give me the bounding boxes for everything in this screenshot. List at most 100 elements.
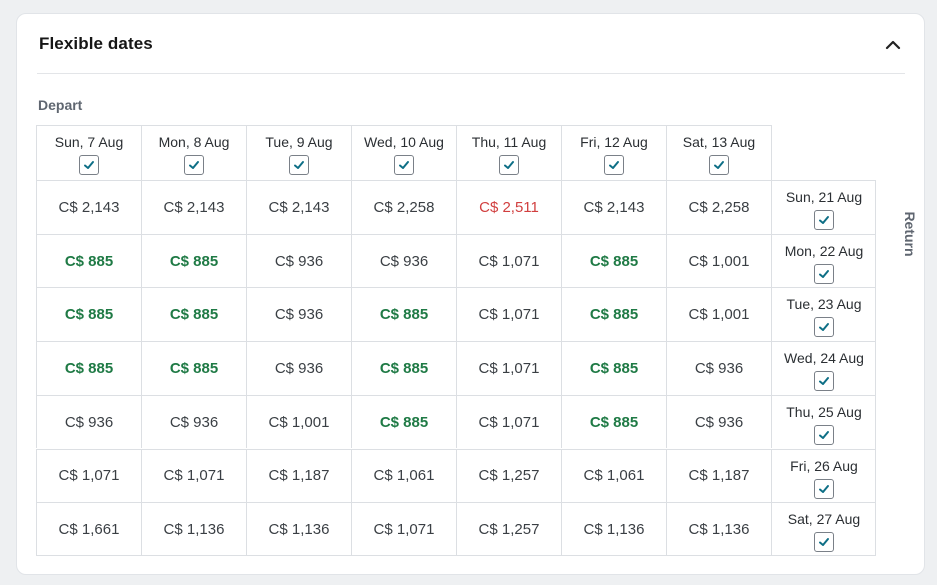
price-cell[interactable]: C$ 2,511 [456,180,561,234]
price-cell[interactable]: C$ 2,143 [246,180,351,234]
price-cell[interactable]: C$ 885 [561,394,666,449]
price-cell[interactable]: C$ 1,071 [456,341,561,395]
price-cell[interactable]: C$ 1,001 [666,287,771,342]
checkmark-icon [819,484,829,493]
price-cell[interactable]: C$ 1,187 [666,448,771,503]
depart-date-checkbox[interactable] [79,155,99,175]
price-cell[interactable]: C$ 936 [351,233,456,288]
price-cell[interactable]: C$ 885 [36,287,141,342]
depart-date-checkbox[interactable] [604,155,624,175]
depart-date-checkbox[interactable] [394,155,414,175]
depart-date-checkbox[interactable] [499,155,519,175]
depart-date-checkbox[interactable] [709,155,729,175]
return-date-label: Thu, 25 Aug [786,403,862,420]
collapse-button[interactable] [881,34,905,56]
return-date-label: Mon, 22 Aug [784,242,864,259]
return-date-header: Tue, 23 Aug [771,287,876,342]
checkmark-icon [609,161,619,169]
checkmark-icon [399,161,409,169]
return-date-header: Sun, 21 Aug [771,180,876,234]
price-cell[interactable]: C$ 1,071 [456,233,561,288]
return-date-header: Fri, 26 Aug [771,448,876,503]
grid-border [771,125,772,180]
return-date-checkbox[interactable] [814,210,834,230]
return-date-checkbox[interactable] [814,532,834,553]
depart-date-checkbox[interactable] [184,155,204,175]
price-cell[interactable]: C$ 885 [36,233,141,288]
depart-date-label: Mon, 8 Aug [158,134,230,150]
price-cell[interactable]: C$ 1,061 [561,448,666,503]
price-cell[interactable]: C$ 885 [351,287,456,342]
price-cell[interactable]: C$ 885 [351,394,456,449]
price-cell[interactable]: C$ 885 [141,341,246,395]
depart-label: Depart [38,97,83,113]
panel-title: Flexible dates [39,34,153,53]
price-cell[interactable]: C$ 2,143 [561,180,666,234]
price-cell[interactable]: C$ 936 [246,233,351,288]
grid-border [36,554,876,556]
price-cell[interactable]: C$ 1,071 [351,502,456,556]
price-cell[interactable]: C$ 2,258 [666,180,771,234]
depart-date-header: Fri, 12 Aug [561,125,666,180]
price-cell[interactable]: C$ 885 [351,341,456,395]
chevron-up-icon [885,40,901,50]
checkmark-icon [294,161,304,169]
price-cell[interactable]: C$ 1,001 [666,233,771,288]
depart-date-label: Tue, 9 Aug [265,134,333,150]
return-date-checkbox[interactable] [814,478,834,499]
return-date-label: Sun, 21 Aug [785,189,863,205]
depart-date-label: Sat, 13 Aug [682,134,756,150]
price-cell[interactable]: C$ 1,071 [456,394,561,449]
price-cell[interactable]: C$ 1,061 [351,448,456,503]
return-date-checkbox[interactable] [814,263,834,284]
price-cell[interactable]: C$ 1,071 [141,448,246,503]
return-date-label: Tue, 23 Aug [786,296,862,313]
checkmark-icon [714,161,724,169]
depart-date-header: Wed, 10 Aug [351,125,456,180]
depart-date-header: Mon, 8 Aug [141,125,246,180]
price-cell[interactable]: C$ 1,187 [246,448,351,503]
price-cell[interactable]: C$ 885 [561,287,666,342]
return-date-header: Thu, 25 Aug [771,394,876,449]
price-cell[interactable]: C$ 1,136 [561,502,666,556]
price-cell[interactable]: C$ 885 [36,341,141,395]
return-date-checkbox[interactable] [814,424,834,445]
price-cell[interactable]: C$ 2,258 [351,180,456,234]
price-cell[interactable]: C$ 1,136 [666,502,771,556]
price-cell[interactable]: C$ 1,001 [246,394,351,449]
price-cell[interactable]: C$ 936 [666,341,771,395]
price-cell[interactable]: C$ 936 [246,341,351,395]
price-cell[interactable]: C$ 936 [36,394,141,449]
price-grid: Sun, 7 Aug Mon, 8 Aug Tue, 9 Aug Wed, 10 Au… [36,125,877,556]
return-date-header: Wed, 24 Aug [771,341,876,395]
depart-date-header: Thu, 11 Aug [456,125,561,180]
checkmark-icon [504,161,514,169]
price-cell[interactable]: C$ 1,136 [246,502,351,556]
depart-date-label: Wed, 10 Aug [364,134,444,150]
price-cell[interactable]: C$ 885 [561,341,666,395]
price-cell[interactable]: C$ 936 [666,394,771,449]
checkmark-icon [819,538,829,547]
depart-date-checkbox[interactable] [289,155,309,175]
depart-date-header: Sun, 7 Aug [36,125,141,180]
price-cell[interactable]: C$ 885 [141,233,246,288]
price-cell[interactable]: C$ 2,143 [141,180,246,234]
return-date-checkbox[interactable] [814,371,834,392]
depart-date-header: Sat, 13 Aug [666,125,771,180]
price-cell[interactable]: C$ 1,257 [456,448,561,503]
checkmark-icon [819,269,829,278]
price-cell[interactable]: C$ 936 [246,287,351,342]
price-cell[interactable]: C$ 1,071 [456,287,561,342]
return-date-checkbox[interactable] [814,317,834,338]
price-cell[interactable]: C$ 1,071 [36,448,141,503]
return-date-label: Wed, 24 Aug [784,350,864,367]
price-cell[interactable]: C$ 1,257 [456,502,561,556]
price-cell[interactable]: C$ 1,661 [36,502,141,556]
return-date-header: Sat, 27 Aug [771,502,876,556]
price-cell[interactable]: C$ 936 [141,394,246,449]
depart-date-label: Fri, 12 Aug [580,134,648,150]
price-cell[interactable]: C$ 2,143 [36,180,141,234]
price-cell[interactable]: C$ 885 [141,287,246,342]
price-cell[interactable]: C$ 885 [561,233,666,288]
price-cell[interactable]: C$ 1,136 [141,502,246,556]
